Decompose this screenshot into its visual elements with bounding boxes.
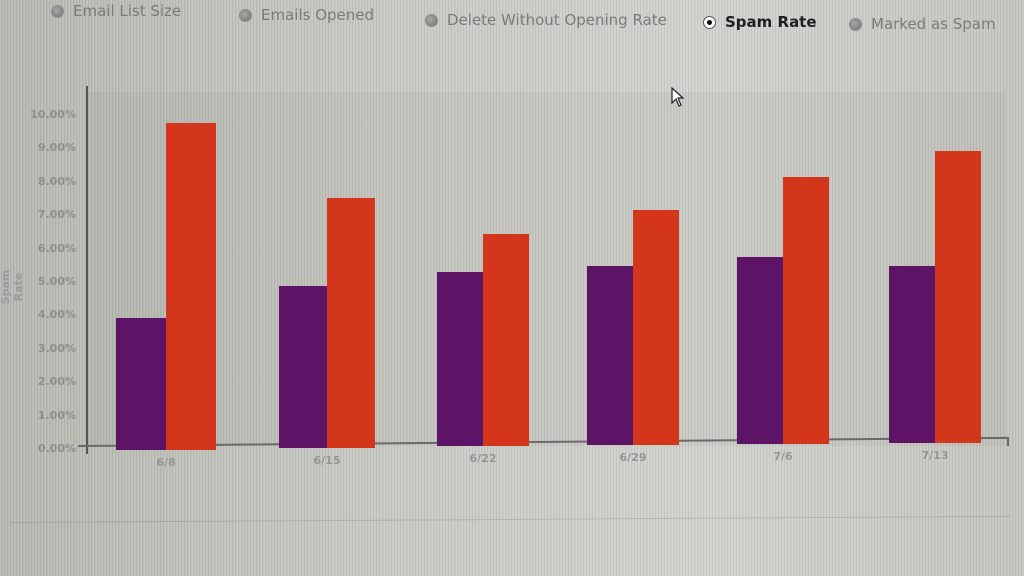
y-tick-label: 4.00% bbox=[37, 308, 76, 322]
y-tick-label: 1.00% bbox=[37, 408, 76, 422]
x-tick-label: 6/15 bbox=[313, 454, 341, 467]
y-tick-label: 2.00% bbox=[37, 375, 76, 389]
bar-6-22-series-1[interactable] bbox=[437, 272, 483, 446]
radio-unselected-icon bbox=[850, 18, 861, 30]
metric-option-spam-rate[interactable]: Spam Rate bbox=[704, 13, 817, 31]
y-tick-label: 3.00% bbox=[37, 341, 76, 355]
bar-7-13-series-1[interactable] bbox=[889, 265, 935, 443]
bar-6-8-series-1[interactable] bbox=[116, 318, 166, 450]
y-tick-label: 8.00% bbox=[37, 174, 76, 188]
bar-6-15-series-1[interactable] bbox=[279, 286, 327, 448]
metric-option-label: Spam Rate bbox=[725, 13, 817, 31]
section-divider bbox=[9, 515, 1010, 523]
y-tick-label: 10.00% bbox=[30, 108, 76, 121]
plot-area bbox=[86, 92, 1006, 446]
metric-option-emails-opened[interactable]: Emails Opened bbox=[240, 6, 374, 24]
y-tick-label: 5.00% bbox=[37, 275, 76, 288]
metric-option-label: Emails Opened bbox=[261, 6, 375, 24]
bar-6-22-series-2[interactable] bbox=[483, 233, 529, 446]
metric-option-email-list-size[interactable]: Email List Size bbox=[52, 2, 181, 20]
metric-selector: Email List Size Emails Opened Delete Witho… bbox=[0, 0, 1024, 40]
metric-option-label: Marked as Spam bbox=[871, 15, 996, 33]
y-axis bbox=[86, 86, 88, 454]
radio-unselected-icon bbox=[426, 14, 437, 26]
bar-6-29-series-2[interactable] bbox=[633, 209, 679, 445]
metric-option-marked-as-spam[interactable]: Marked as Spam bbox=[850, 15, 996, 33]
bar-7-6-series-2[interactable] bbox=[783, 176, 829, 444]
x-tick-label: 6/22 bbox=[469, 452, 497, 465]
radio-unselected-icon bbox=[52, 5, 63, 17]
x-axis-end-tick bbox=[1007, 437, 1009, 446]
y-tick-label: 0.00% bbox=[37, 442, 76, 455]
y-tick-label: 7.00% bbox=[37, 208, 76, 222]
metric-option-label: Delete Without Opening Rate bbox=[447, 11, 667, 29]
x-tick-label: 7/13 bbox=[921, 449, 949, 462]
x-tick-label: 6/29 bbox=[619, 451, 647, 464]
radio-selected-icon bbox=[704, 16, 715, 28]
x-tick-label: 7/6 bbox=[773, 450, 793, 463]
metric-option-delete-without-opening-rate[interactable]: Delete Without Opening Rate bbox=[426, 11, 667, 29]
x-tick-label: 6/8 bbox=[156, 456, 176, 469]
bar-6-8-series-2[interactable] bbox=[166, 122, 216, 450]
y-tick-label: 6.00% bbox=[37, 241, 76, 255]
metric-option-label: Email List Size bbox=[73, 2, 182, 20]
mouse-cursor-icon bbox=[671, 87, 685, 107]
bar-6-15-series-2[interactable] bbox=[327, 197, 375, 448]
bar-7-6-series-1[interactable] bbox=[737, 256, 783, 444]
bar-6-29-series-1[interactable] bbox=[587, 266, 633, 445]
radio-unselected-icon bbox=[240, 9, 251, 21]
y-tick-label: 9.00% bbox=[37, 141, 76, 155]
bar-7-13-series-2[interactable] bbox=[935, 150, 981, 443]
